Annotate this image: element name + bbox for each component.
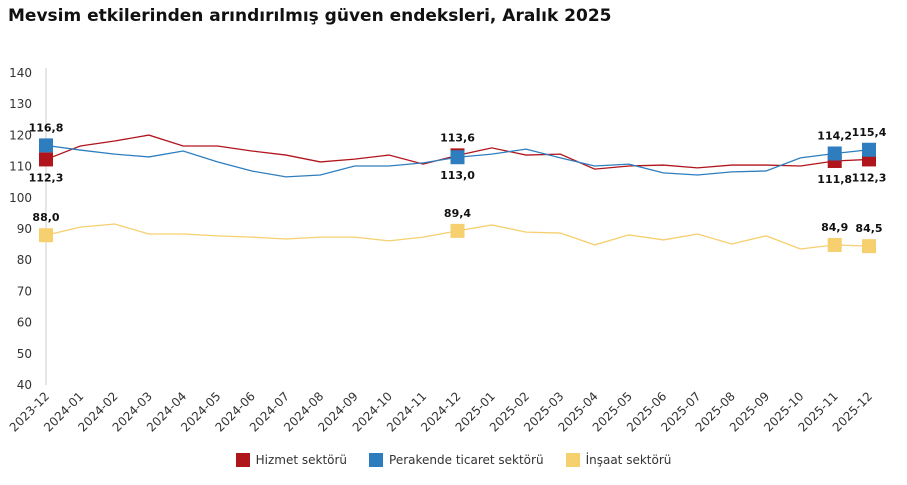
legend-swatch [565, 453, 580, 467]
data-point-marker [450, 223, 465, 238]
legend-item-hizmet[interactable]: Hizmet sektörü [235, 453, 348, 467]
y-tick-label: 80 [17, 253, 32, 267]
y-tick-label: 70 [17, 284, 32, 298]
data-point-marker [827, 146, 842, 161]
data-label: 88,0 [32, 211, 59, 224]
y-tick-label: 90 [17, 222, 32, 236]
y-tick-label: 110 [9, 160, 32, 174]
legend-swatch [369, 453, 384, 467]
data-label: 115,4 [852, 126, 887, 139]
legend-item-insaat[interactable]: İnşaat sektörü [565, 453, 672, 467]
chart-title: Mevsim etkilerinden arındırılmış güven e… [8, 6, 612, 26]
data-label: 112,3 [852, 171, 887, 184]
data-label: 112,3 [29, 171, 64, 184]
data-point-marker [39, 228, 53, 243]
data-point-marker [862, 142, 876, 157]
data-point-marker [862, 239, 876, 254]
data-point-marker [39, 152, 53, 167]
legend-label: İnşaat sektörü [585, 453, 672, 467]
legend-swatch [235, 453, 250, 467]
data-label: 113,6 [440, 131, 475, 144]
legend-label: Hizmet sektörü [255, 453, 348, 467]
y-tick-label: 130 [9, 97, 32, 111]
data-label: 113,0 [440, 169, 475, 182]
data-label: 116,8 [29, 121, 64, 134]
legend-label: Perakende ticaret sektörü [389, 453, 544, 467]
data-label: 111,8 [817, 173, 852, 186]
data-point-marker [450, 150, 465, 165]
data-point-marker [827, 237, 842, 252]
y-tick-label: 120 [9, 128, 32, 142]
data-label: 114,2 [817, 129, 852, 142]
y-tick-label: 140 [9, 66, 32, 80]
y-tick-label: 100 [9, 191, 32, 205]
data-label: 84,5 [855, 222, 882, 235]
data-label: 89,4 [444, 207, 471, 220]
y-tick-label: 60 [17, 316, 32, 330]
legend-item-perakende[interactable]: Perakende ticaret sektörü [369, 453, 544, 467]
y-tick-label: 40 [17, 378, 32, 392]
y-tick-label: 50 [17, 347, 32, 361]
data-label: 84,9 [821, 221, 848, 234]
legend: Hizmet sektörü Perakende ticaret sektörü… [0, 453, 907, 467]
data-point-marker [39, 138, 53, 153]
